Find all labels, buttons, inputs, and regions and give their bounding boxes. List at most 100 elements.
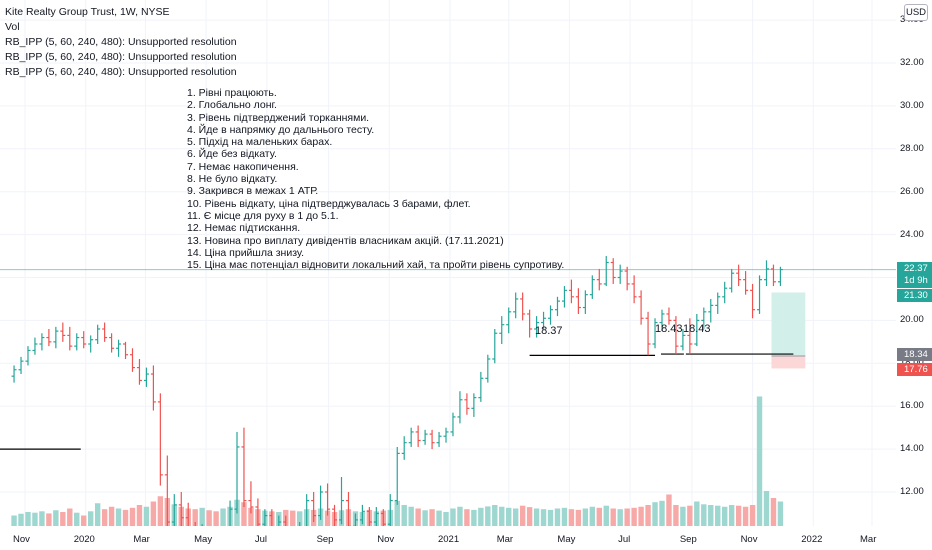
ohlc-bar[interactable]	[81, 331, 87, 349]
ohlc-bar[interactable]	[485, 354, 491, 383]
ohlc-bar[interactable]	[53, 326, 59, 349]
ohlc-bar[interactable]	[164, 455, 170, 526]
ohlc-bar[interactable]	[297, 522, 302, 526]
ohlc-bar[interactable]	[701, 307, 707, 329]
ohlc-bar[interactable]	[638, 290, 644, 325]
ohlc-bar[interactable]	[687, 318, 693, 355]
ohlc-bar[interactable]	[777, 266, 783, 287]
ohlc-bar[interactable]	[770, 264, 776, 287]
ohlc-bar[interactable]	[659, 309, 665, 332]
ohlc-bar[interactable]	[415, 425, 421, 447]
ohlc-bar[interactable]	[325, 483, 331, 516]
ohlc-bar[interactable]	[652, 318, 658, 349]
ohlc-bar[interactable]	[39, 333, 45, 351]
ohlc-bar[interactable]	[283, 515, 288, 526]
ohlc-bar[interactable]	[255, 498, 261, 526]
stop-zone[interactable]	[771, 356, 806, 369]
ohlc-bar[interactable]	[680, 328, 686, 351]
ohlc-bar[interactable]	[541, 311, 547, 329]
ohlc-bar[interactable]	[318, 485, 324, 520]
ohlc-bar[interactable]	[74, 333, 80, 351]
ohlc-bar[interactable]	[248, 481, 254, 514]
level-annotation[interactable]: 18.43	[655, 323, 683, 335]
ohlc-bar[interactable]	[568, 279, 574, 304]
ohlc-bar[interactable]	[582, 290, 588, 314]
ohlc-bar[interactable]	[304, 494, 310, 526]
ohlc-bar[interactable]	[506, 307, 512, 334]
ohlc-bar[interactable]	[311, 492, 317, 523]
ohlc-bar[interactable]	[554, 296, 560, 317]
ohlc-bar[interactable]	[561, 286, 567, 308]
ohlc-bar[interactable]	[18, 356, 24, 375]
ohlc-bar[interactable]	[457, 391, 463, 424]
ohlc-bar[interactable]	[185, 502, 191, 526]
ohlc-bar[interactable]	[241, 427, 247, 508]
ohlc-bar[interactable]	[471, 393, 477, 417]
level-annotation[interactable]: 18.43	[683, 323, 711, 335]
ohlc-bar[interactable]	[617, 264, 623, 284]
ohlc-bar[interactable]	[150, 365, 156, 411]
ohlc-bar[interactable]	[25, 346, 31, 366]
ohlc-bar[interactable]	[520, 292, 526, 321]
ohlc-bar[interactable]	[464, 393, 470, 415]
symbol-title[interactable]: Kite Realty Group Trust, 1W, NYSE	[5, 6, 170, 18]
time-axis[interactable]: Nov 2020 Mar May Jul Sep Nov 2021 Mar May Jul Sep No…	[0, 526, 896, 550]
ohlc-bar[interactable]	[610, 258, 616, 284]
ohlc-bar[interactable]	[499, 316, 505, 344]
ohlc-bar[interactable]	[102, 322, 108, 342]
indicator-label-1[interactable]: RB_IPP (5, 60, 240, 480): Unsupported re…	[5, 36, 237, 48]
ohlc-bar[interactable]	[422, 429, 428, 445]
ohlc-bar[interactable]	[722, 281, 728, 304]
ohlc-bar[interactable]	[352, 513, 358, 526]
ohlc-bar[interactable]	[116, 339, 122, 357]
ohlc-bar[interactable]	[513, 292, 519, 319]
ohlc-bar[interactable]	[750, 283, 756, 319]
ohlc-bar[interactable]	[11, 365, 17, 383]
ohlc-bar[interactable]	[32, 337, 38, 355]
ohlc-bar[interactable]	[136, 359, 142, 385]
ohlc-bar[interactable]	[736, 264, 742, 287]
ohlc-bar[interactable]	[67, 326, 73, 351]
analysis-notes[interactable]: 1. Рівні працюють. 2. Глобально лонг. 3.…	[187, 87, 564, 271]
ohlc-bar[interactable]	[436, 431, 442, 447]
ohlc-bar[interactable]	[450, 412, 456, 437]
ohlc-bar[interactable]	[359, 504, 365, 525]
ohlc-bar[interactable]	[276, 515, 282, 526]
ohlc-bar[interactable]	[763, 260, 769, 287]
ohlc-bar[interactable]	[624, 266, 630, 291]
ohlc-bar[interactable]	[527, 309, 533, 338]
ohlc-bar[interactable]	[492, 328, 498, 364]
ohlc-bar[interactable]	[548, 305, 554, 325]
ohlc-bar[interactable]	[589, 275, 595, 299]
ohlc-bar[interactable]	[339, 476, 345, 525]
ohlc-bar[interactable]	[394, 446, 400, 505]
ohlc-bar[interactable]	[88, 335, 94, 353]
ohlc-bar[interactable]	[715, 292, 721, 314]
currency-label[interactable]: USD	[904, 4, 928, 21]
ohlc-bar[interactable]	[743, 271, 749, 295]
ohlc-bar[interactable]	[694, 313, 700, 347]
ohlc-bar[interactable]	[171, 494, 177, 526]
ohlc-bar[interactable]	[60, 322, 66, 342]
ohlc-bar[interactable]	[123, 341, 129, 360]
ohlc-bar[interactable]	[157, 393, 163, 486]
ohlc-bar[interactable]	[46, 328, 52, 347]
ohlc-bar[interactable]	[95, 324, 101, 344]
ohlc-bar[interactable]	[332, 504, 338, 526]
ohlc-bar[interactable]	[234, 431, 240, 514]
level-annotation[interactable]: 18.37	[535, 325, 563, 337]
price-chart[interactable]	[0, 0, 896, 526]
ohlc-bar[interactable]	[269, 509, 274, 526]
ohlc-bar[interactable]	[387, 494, 393, 526]
ohlc-bar[interactable]	[631, 275, 637, 304]
ohlc-bar[interactable]	[708, 298, 714, 323]
ohlc-bar[interactable]	[129, 348, 135, 372]
ohlc-bar[interactable]	[534, 316, 540, 338]
ohlc-bar[interactable]	[373, 507, 379, 526]
ohlc-bar[interactable]	[228, 500, 233, 526]
ohlc-bar[interactable]	[575, 288, 581, 314]
ohlc-bar[interactable]	[366, 507, 372, 526]
target-zone[interactable]	[771, 292, 806, 357]
ohlc-bar[interactable]	[645, 311, 651, 356]
ohlc-bar[interactable]	[109, 333, 115, 353]
